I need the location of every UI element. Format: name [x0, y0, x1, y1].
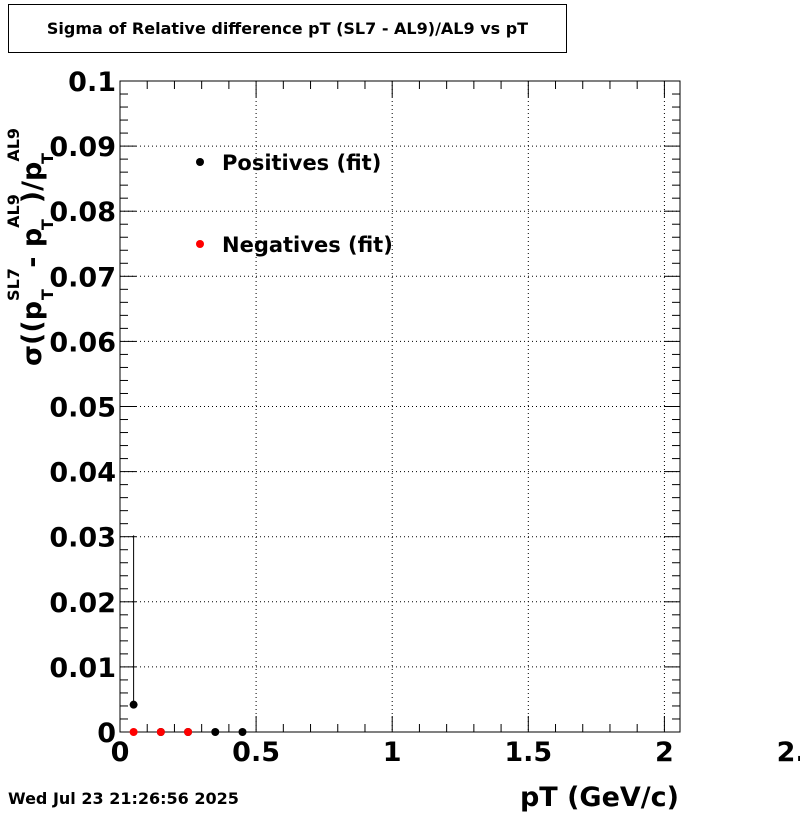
y-tick-label: 0.09	[49, 132, 116, 163]
y-tick-label: 0.01	[49, 653, 116, 684]
y-tick-labels: 0 0.01 0.02 0.03 0.04 0.05 0.06 0.07 0.08 0.09 0.1	[49, 67, 116, 749]
y-tick-label: 0	[97, 718, 116, 749]
x-axis-title: pT (GeV/c)	[520, 782, 679, 813]
y-axis-title-close: )/p	[17, 162, 48, 204]
y-axis-title-sup2: AL9	[4, 194, 23, 228]
plot-frame	[119, 80, 681, 733]
y-axis-title-mid: - p	[17, 228, 48, 277]
data-point-negatives	[184, 728, 193, 736]
timestamp: Wed Jul 23 21:26:56 2025	[8, 789, 239, 808]
x-tick-label: 1	[383, 737, 402, 768]
y-axis-title-sub3: T	[38, 153, 57, 164]
y-axis-title: σ((pSL7 T - pAL9 T)/pAL9 T	[4, 128, 57, 366]
y-tick-label: 0.05	[49, 393, 116, 424]
data-points	[129, 700, 247, 736]
data-point-negatives	[129, 728, 138, 736]
y-tick-label: 0.02	[49, 588, 116, 619]
x-tick-label: 0	[111, 737, 130, 768]
data-point-negatives	[156, 728, 165, 736]
grid-lines	[120, 81, 680, 732]
data-point-positives	[238, 728, 247, 736]
x-tick-labels: 00.511.522.533.54	[111, 737, 800, 768]
y-tick-label: 0.04	[49, 458, 116, 489]
y-axis-title-sup1: SL7	[4, 268, 23, 301]
y-tick-label: 0.07	[49, 262, 116, 293]
legend: Positives (fit) Negatives (fit)	[196, 151, 393, 257]
y-tick-label: 0.06	[49, 327, 116, 358]
y-tick-label: 0.08	[49, 197, 116, 228]
legend-label-positives: Positives (fit)	[222, 151, 381, 175]
x-tick-label: 2.5	[777, 737, 800, 768]
legend-label-negatives: Negatives (fit)	[222, 233, 393, 257]
x-tick-label: 0.5	[232, 737, 280, 768]
x-tick-label: 1.5	[504, 737, 552, 768]
data-point-positives	[211, 728, 220, 736]
x-tick-label: 2	[655, 737, 674, 768]
y-axis-title-sigma: σ	[17, 345, 48, 366]
legend-marker-negatives	[196, 240, 204, 248]
y-axis-title-open: ((p	[17, 301, 48, 345]
y-axis-title-sub2: T	[38, 219, 57, 230]
chart-title: Sigma of Relative difference pT (SL7 - A…	[8, 4, 567, 53]
y-axis-title-sup3: AL9	[4, 128, 23, 162]
y-axis-title-sub1: T	[38, 289, 57, 300]
y-tick-label: 0.1	[68, 67, 116, 98]
legend-marker-positives	[196, 158, 204, 166]
data-point-positives	[129, 700, 138, 709]
y-tick-label: 0.03	[49, 523, 116, 554]
